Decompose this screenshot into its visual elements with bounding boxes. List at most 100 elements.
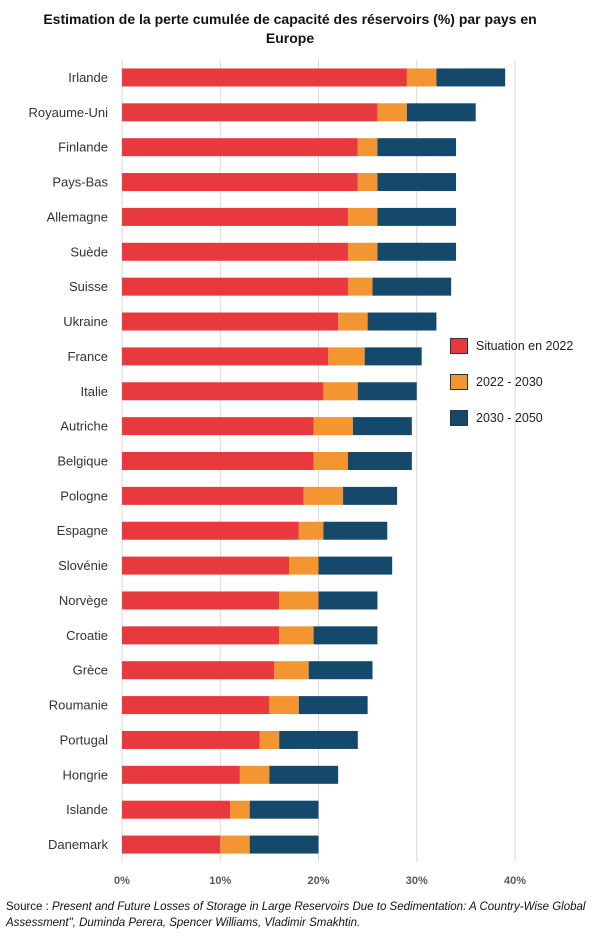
bar-segment-2022-2030 — [279, 591, 319, 610]
x-tick-label: 0% — [114, 875, 130, 887]
bar-segment-2022-2030 — [347, 207, 378, 226]
bar-segment-2022 — [122, 417, 314, 436]
bar-segment-2022-2030 — [220, 835, 250, 854]
bar-segment-2022-2030 — [230, 800, 250, 819]
bar-segment-2022 — [122, 452, 314, 470]
bar-segment-2030-2050 — [436, 68, 506, 87]
bar-segment-2022-2030 — [303, 486, 344, 505]
bar-segment-2022-2030 — [289, 556, 319, 575]
legend-label-2022: Situation en 2022 — [476, 339, 574, 353]
bar-segment-2030-2050 — [347, 452, 412, 470]
bar-segment-2022 — [122, 312, 339, 331]
bar-segment-2030-2050 — [279, 730, 358, 749]
bar-segment-2022-2030 — [298, 521, 324, 540]
bar-segment-2022-2030 — [259, 730, 280, 749]
category-label: Pologne — [60, 488, 108, 503]
category-label: Finlande — [58, 140, 108, 155]
bar-segment-2030-2050 — [377, 207, 457, 226]
bar-segment-2030-2050 — [318, 556, 393, 575]
bar-segment-2030-2050 — [313, 626, 378, 645]
bar-segment-2030-2050 — [357, 382, 417, 401]
bar-segment-2030-2050 — [298, 696, 368, 715]
bar-segment-2022-2030 — [328, 347, 365, 366]
x-tick-label: 40% — [504, 875, 526, 887]
category-label: Portugal — [60, 732, 109, 747]
bar-segment-2022 — [122, 696, 270, 715]
legend-label-2022-2030: 2022 - 2030 — [476, 375, 543, 389]
bar-segment-2030-2050 — [352, 417, 412, 436]
x-tick-label: 20% — [307, 875, 329, 887]
bar-segment-2022 — [122, 138, 358, 157]
bar-segment-2030-2050 — [406, 103, 476, 122]
source-prefix: Source : — [6, 901, 53, 913]
bar-segment-2022 — [122, 730, 260, 749]
category-label: Grèce — [73, 663, 108, 678]
bar-segment-2022 — [122, 661, 275, 680]
category-label: Autriche — [60, 419, 108, 434]
bar-segment-2022 — [122, 103, 378, 122]
category-label: Royaume-Uni — [29, 105, 109, 120]
bar-segment-2022-2030 — [406, 68, 437, 87]
category-label: Italie — [81, 384, 108, 399]
bar-segment-2022 — [122, 800, 231, 819]
category-label: France — [68, 349, 108, 364]
bar-segment-2030-2050 — [343, 486, 398, 505]
bar-segment-2022 — [122, 486, 304, 505]
legend: Situation en 2022 2022 - 2030 2030 - 205… — [450, 336, 573, 444]
category-label: Hongrie — [62, 767, 108, 782]
bar-segment-2022-2030 — [239, 765, 270, 784]
category-label: Espagne — [57, 523, 108, 538]
legend-label-2030-2050: 2030 - 2050 — [476, 411, 543, 425]
bar-segment-2022 — [122, 765, 240, 784]
bar-segment-2022 — [122, 556, 290, 575]
bar-segment-2022-2030 — [274, 661, 309, 680]
bar-segment-2030-2050 — [377, 173, 457, 192]
bar-segment-2022-2030 — [347, 277, 373, 296]
category-label: Roumanie — [49, 698, 108, 713]
bar-segment-2022 — [122, 207, 348, 226]
bar-segment-2022 — [122, 382, 324, 401]
source-text: Present and Future Losses of Storage in … — [6, 901, 586, 929]
bar-segment-2022 — [122, 626, 280, 645]
bar-segment-2022 — [122, 173, 358, 192]
category-label: Norvège — [59, 593, 108, 608]
bar-segment-2022 — [122, 521, 299, 540]
category-label: Slovénie — [58, 558, 108, 573]
bar-segment-2022-2030 — [313, 452, 348, 470]
bar-segment-2030-2050 — [249, 800, 319, 819]
bar-segment-2030-2050 — [367, 312, 437, 331]
bar-segment-2022-2030 — [357, 138, 378, 157]
legend-item-2022: Situation en 2022 — [450, 336, 573, 356]
bar-segment-2030-2050 — [364, 347, 422, 366]
bar-segment-2022 — [122, 347, 329, 366]
bar-segment-2030-2050 — [377, 242, 457, 261]
x-tick-label: 30% — [406, 875, 428, 887]
bar-segment-2030-2050 — [249, 835, 319, 854]
bar-segment-2022 — [122, 835, 221, 854]
legend-swatch-2022 — [450, 338, 468, 354]
bar-segment-2030-2050 — [318, 591, 378, 610]
category-label: Croatie — [66, 628, 108, 643]
bar-segment-2022-2030 — [357, 173, 378, 192]
bar-segment-2022-2030 — [377, 103, 407, 122]
bar-segment-2030-2050 — [323, 521, 388, 540]
legend-swatch-2022-2030 — [450, 374, 468, 390]
legend-item-2030-2050: 2030 - 2050 — [450, 408, 573, 428]
bar-segment-2022-2030 — [279, 626, 314, 645]
bar-segment-2022 — [122, 68, 407, 87]
category-label: Allemagne — [47, 209, 108, 224]
bar-segment-2022 — [122, 242, 348, 261]
legend-swatch-2030-2050 — [450, 410, 468, 426]
bar-segment-2022-2030 — [338, 312, 368, 331]
bar-segment-2030-2050 — [269, 765, 339, 784]
category-label: Belgique — [57, 454, 108, 469]
category-label: Suède — [70, 244, 108, 259]
category-label: Irlande — [68, 70, 108, 85]
bar-segment-2022-2030 — [347, 242, 378, 261]
x-tick-label: 10% — [209, 875, 231, 887]
category-label: Islande — [66, 802, 108, 817]
bar-segment-2022-2030 — [323, 382, 358, 401]
category-label: Pays-Bas — [52, 175, 108, 190]
bar-segment-2022-2030 — [269, 696, 299, 715]
